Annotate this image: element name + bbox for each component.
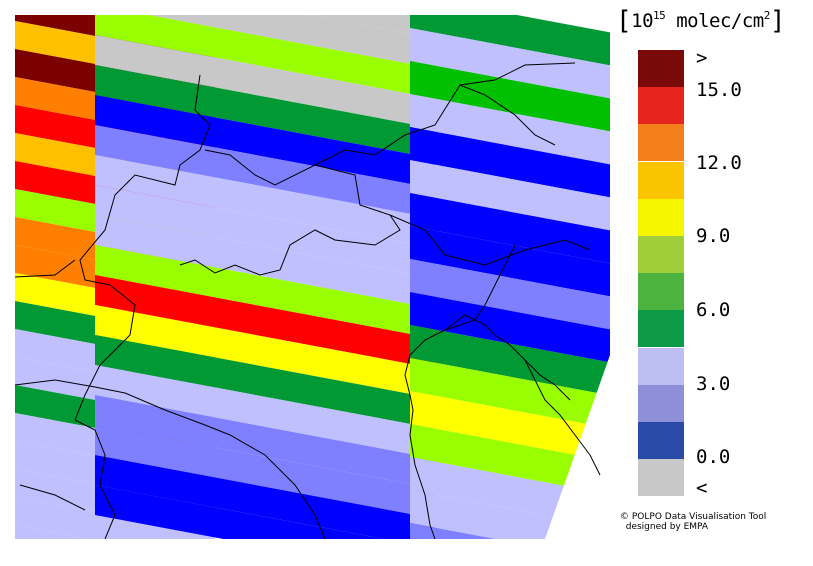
legend-title: [1015 molec/cm2] <box>616 6 786 36</box>
legend-swatch <box>638 273 684 311</box>
no-data-area <box>545 355 610 539</box>
legend-swatch <box>638 422 684 459</box>
pixel-band <box>410 28 610 99</box>
pixel-band <box>410 358 610 429</box>
pixel-band <box>410 523 496 539</box>
pixel-band <box>410 391 610 462</box>
credit-line-2: designed by EMPA <box>625 522 709 532</box>
legend-tick-label: 0.0 <box>696 446 731 468</box>
coastline <box>404 244 516 539</box>
pixel-band <box>95 485 384 539</box>
pixel-band <box>95 455 435 539</box>
pixel-band <box>95 125 435 219</box>
pixel-band <box>95 95 435 189</box>
legend-swatch <box>638 310 684 348</box>
pixel-band <box>95 185 435 279</box>
credit-text: © POLPO Data Visualisation Tool designed… <box>620 512 766 532</box>
border-line <box>314 62 576 166</box>
border-line <box>389 214 591 266</box>
legend-swatch <box>638 347 684 385</box>
coastline <box>524 359 571 401</box>
pixel-band <box>410 259 610 330</box>
pixel-band <box>410 292 610 363</box>
pixel-band <box>410 15 610 66</box>
coastline <box>19 484 86 511</box>
legend-tick-label: 9.0 <box>696 225 731 247</box>
pixel-band <box>95 215 435 309</box>
legend-swatch <box>638 161 684 199</box>
legend-tick-label: 12.0 <box>696 152 742 174</box>
pixel-band <box>410 424 610 495</box>
pixel-band <box>410 160 610 231</box>
pixel-band <box>410 61 610 132</box>
coastline <box>444 314 601 476</box>
legend-tick-label: 15.0 <box>696 79 742 101</box>
pixel-band <box>410 193 610 264</box>
legend-swatch <box>638 198 684 236</box>
legend-tick-label: 6.0 <box>696 299 731 321</box>
pixel-band <box>410 127 610 198</box>
pixel-band <box>95 65 435 159</box>
pixel-band <box>95 305 435 399</box>
legend-swatch <box>638 384 684 422</box>
legend-swatch <box>638 124 684 162</box>
pixel-band <box>95 275 435 369</box>
legend-swatch <box>638 87 684 125</box>
coastline <box>15 379 326 539</box>
legend-tick-label: > <box>696 47 708 69</box>
pixel-band <box>95 365 435 459</box>
legend-tick-label: 3.0 <box>696 373 731 395</box>
pixel-band <box>95 425 435 519</box>
pixel-band <box>95 395 435 489</box>
legend-swatch <box>638 50 684 87</box>
border-line <box>74 74 211 539</box>
legend-tick-label: < <box>696 477 708 499</box>
legend-swatch <box>638 459 684 497</box>
pixel-band <box>95 245 435 339</box>
pixel-band <box>410 325 610 396</box>
border-line <box>179 149 401 276</box>
pixel-band <box>15 525 90 539</box>
legend-colorbar <box>638 50 684 497</box>
credit-line-1: © POLPO Data Visualisation Tool <box>620 512 767 522</box>
legend-swatch <box>638 236 684 273</box>
pixel-band <box>95 155 435 249</box>
map-panel[interactable] <box>15 15 610 539</box>
pixel-band <box>410 94 610 165</box>
pixel-band <box>95 15 435 99</box>
border-line <box>459 84 556 146</box>
pixel-band <box>95 335 435 429</box>
pixel-band <box>95 35 435 129</box>
pixel-band <box>410 226 610 297</box>
border-line <box>15 259 76 278</box>
satellite-swath-map[interactable] <box>15 15 610 539</box>
